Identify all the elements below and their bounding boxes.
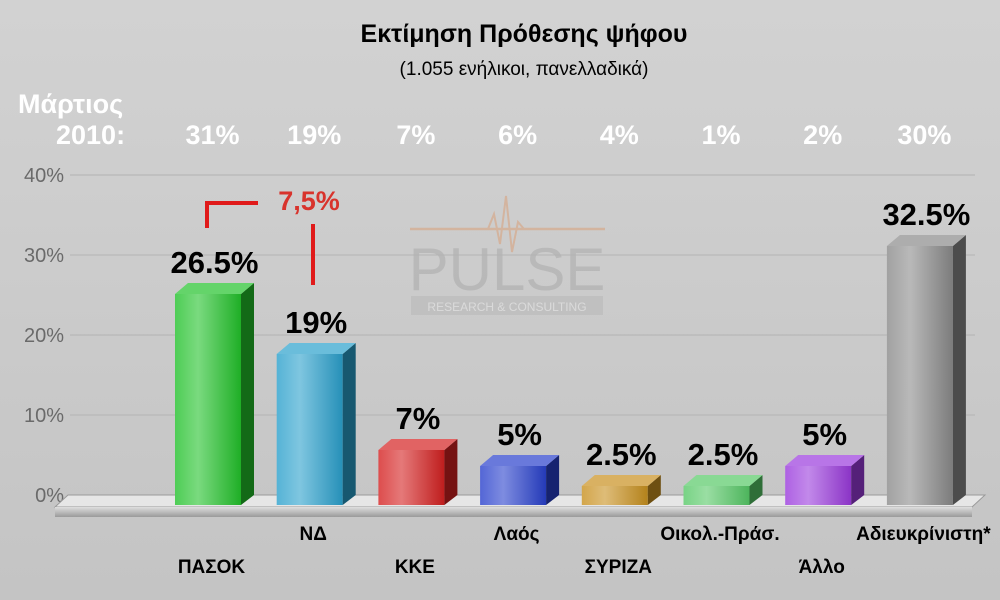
comparison-values: 31% 19% 7% 6% 4% 1% 2% 30% bbox=[185, 120, 951, 150]
bar-top bbox=[886, 235, 966, 246]
comparison-value: 31% bbox=[185, 120, 239, 150]
value-label: 5% bbox=[802, 417, 847, 452]
category-label: ΠΑΣΟΚ bbox=[178, 557, 246, 578]
difference-bracket bbox=[205, 201, 258, 228]
category-label: ΣΥΡΙΖΑ bbox=[585, 557, 653, 578]
value-labels: 26.5% 19% 7% 5% 2.5% 2.5% 5% 32.5% bbox=[171, 197, 971, 472]
value-label: 26.5% bbox=[171, 245, 259, 280]
category-label: Λαός bbox=[494, 524, 540, 545]
chart-title: Εκτίμηση Πρόθεσης ψήφου bbox=[361, 20, 688, 48]
bar-side bbox=[241, 283, 254, 505]
comparison-value: 6% bbox=[498, 120, 537, 150]
bar bbox=[683, 475, 763, 505]
category-label: ΚΚΕ bbox=[395, 557, 435, 578]
category-labels: ΠΑΣΟΚ ΝΔ ΚΚΕ Λαός ΣΥΡΙΖΑ Οικολ.-Πράσ. Άλλο Αδιε… bbox=[178, 524, 991, 578]
bar bbox=[886, 235, 966, 505]
bar-side bbox=[647, 475, 661, 505]
bar-top bbox=[276, 343, 356, 354]
value-label: 32.5% bbox=[882, 197, 970, 232]
comparison-value: 4% bbox=[600, 120, 639, 150]
bar bbox=[581, 475, 661, 505]
comparison-value: 19% bbox=[287, 120, 341, 150]
watermark-logo-text: PULSE bbox=[409, 236, 606, 303]
bar-top bbox=[581, 475, 661, 486]
y-tick-label: 40% bbox=[24, 165, 64, 187]
bar-side bbox=[546, 455, 560, 505]
bar bbox=[480, 455, 560, 505]
y-tick-label: 20% bbox=[24, 325, 64, 347]
category-label: Αδιευκρίνιστη* bbox=[856, 524, 991, 545]
value-label: 2.5% bbox=[688, 437, 759, 472]
bar bbox=[175, 283, 254, 505]
bar-side bbox=[749, 475, 763, 505]
bar-side bbox=[444, 439, 458, 505]
category-label: ΝΔ bbox=[300, 524, 327, 545]
bar-front bbox=[886, 246, 953, 505]
comparison-label-year: 2010: bbox=[56, 120, 125, 150]
value-label: 2.5% bbox=[586, 437, 657, 472]
difference-annotation: 7,5% bbox=[205, 186, 340, 285]
bar bbox=[785, 455, 865, 505]
bars bbox=[175, 235, 966, 505]
y-tick-label: 0% bbox=[35, 485, 64, 507]
comparison-value: 30% bbox=[897, 120, 951, 150]
bar-front bbox=[683, 486, 750, 505]
watermark-tagline: RESEARCH & CONSULTING bbox=[427, 300, 586, 314]
category-label: Οικολ.-Πράσ. bbox=[660, 524, 779, 545]
bar-front bbox=[480, 466, 547, 505]
bar-side bbox=[342, 343, 356, 505]
comparison-value: 1% bbox=[701, 120, 740, 150]
bar-side bbox=[952, 235, 966, 505]
comparison-label-month: Μάρτιος bbox=[18, 89, 123, 119]
category-label: Άλλο bbox=[799, 557, 845, 578]
y-axis-ticks: 0% 10% 20% 30% 40% bbox=[24, 165, 64, 507]
bar-side bbox=[851, 455, 865, 505]
bar-top bbox=[175, 283, 254, 294]
difference-annotation-label: 7,5% bbox=[278, 186, 340, 216]
pulse-watermark: PULSE RESEARCH & CONSULTING bbox=[409, 195, 606, 315]
bar-top bbox=[683, 475, 763, 486]
bar bbox=[276, 343, 356, 505]
y-tick-label: 10% bbox=[24, 405, 64, 427]
y-tick-label: 30% bbox=[24, 245, 64, 267]
bar-front bbox=[276, 354, 343, 505]
bar-top bbox=[378, 439, 458, 450]
bar-front bbox=[378, 450, 445, 505]
value-label: 7% bbox=[395, 401, 440, 436]
bar bbox=[378, 439, 458, 505]
floor-front bbox=[55, 507, 972, 517]
bar-top bbox=[480, 455, 560, 466]
bar-front bbox=[175, 294, 241, 505]
bar-front bbox=[785, 466, 852, 505]
bar-top bbox=[785, 455, 865, 466]
comparison-value: 2% bbox=[803, 120, 842, 150]
value-label: 19% bbox=[285, 305, 347, 340]
value-label: 5% bbox=[497, 417, 542, 452]
chart-subtitle: (1.055 ενήλικοι, πανελλαδικά) bbox=[400, 59, 649, 80]
bar-front bbox=[581, 486, 648, 505]
comparison-value: 7% bbox=[396, 120, 435, 150]
